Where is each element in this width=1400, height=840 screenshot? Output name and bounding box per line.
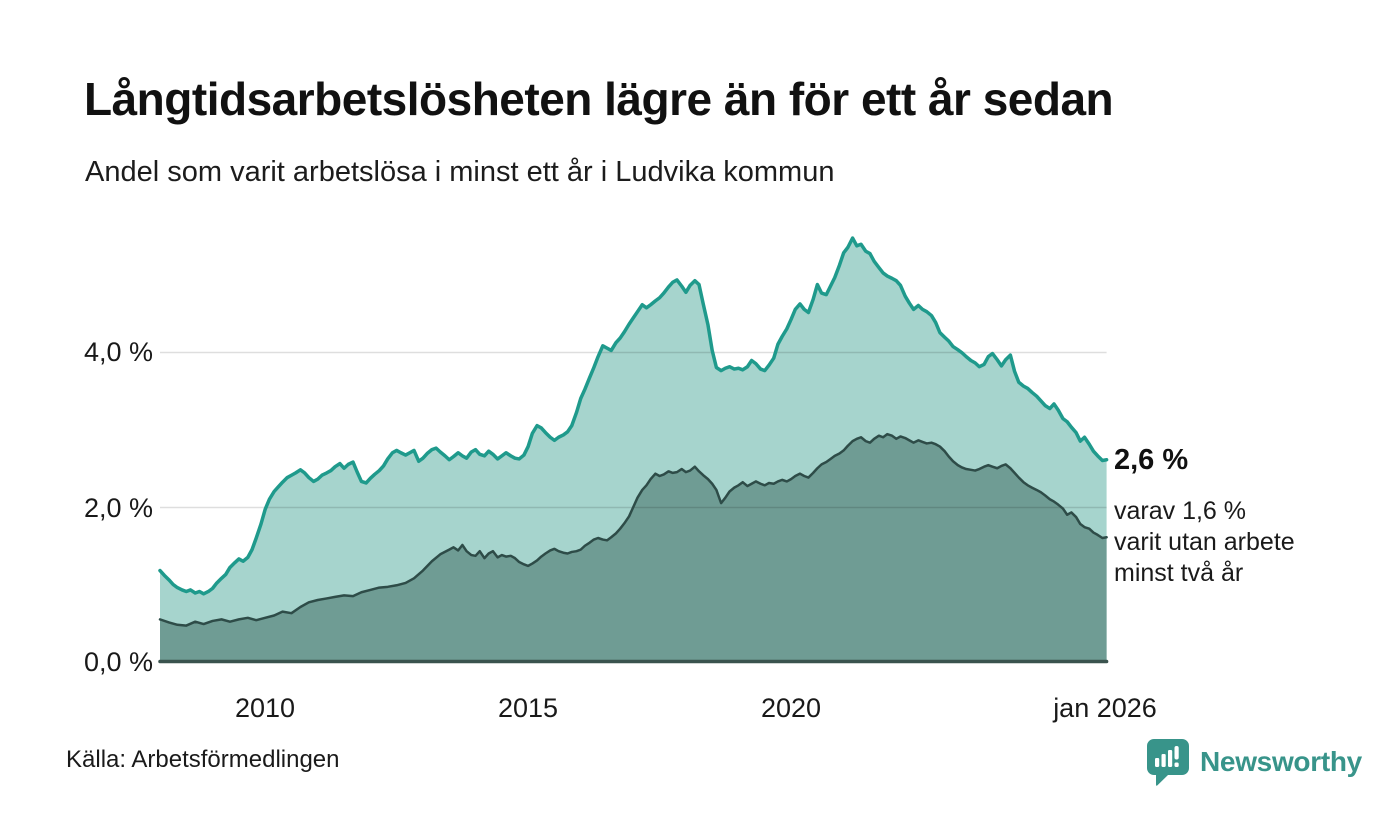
end-value-note-line1: varav 1,6 %: [1114, 497, 1247, 525]
source-credit: Källa: Arbetsförmedlingen: [66, 746, 340, 773]
page-subtitle: Andel som varit arbetslösa i minst ett å…: [85, 156, 835, 188]
end-value-note: varav 1,6 % varit utan arbete minst två …: [1114, 496, 1295, 589]
y-axis-tick-0: 0,0 %: [83, 647, 153, 677]
brand-logo: Newsworthy: [1146, 738, 1362, 790]
brand-name: Newsworthy: [1200, 746, 1362, 777]
newsworthy-logo-icon: [1147, 739, 1189, 786]
end-value-note-line2: varit utan arbete: [1114, 528, 1295, 556]
y-axis-tick-4: 4,0 %: [83, 337, 153, 367]
x-axis-tick-jan-2026: jan 2026: [1053, 693, 1157, 723]
x-axis-tick-2020: 2020: [760, 693, 822, 723]
y-axis-tick-2: 2,0 %: [83, 493, 153, 523]
page-title: Långtidsarbetslösheten lägre än för ett …: [84, 73, 1114, 125]
x-axis-tick-2015: 2015: [497, 693, 559, 723]
end-value-label: 2,6 %: [1114, 444, 1189, 476]
end-value-note-line3: minst två år: [1114, 559, 1244, 587]
x-axis-tick-2010: 2010: [234, 693, 296, 723]
